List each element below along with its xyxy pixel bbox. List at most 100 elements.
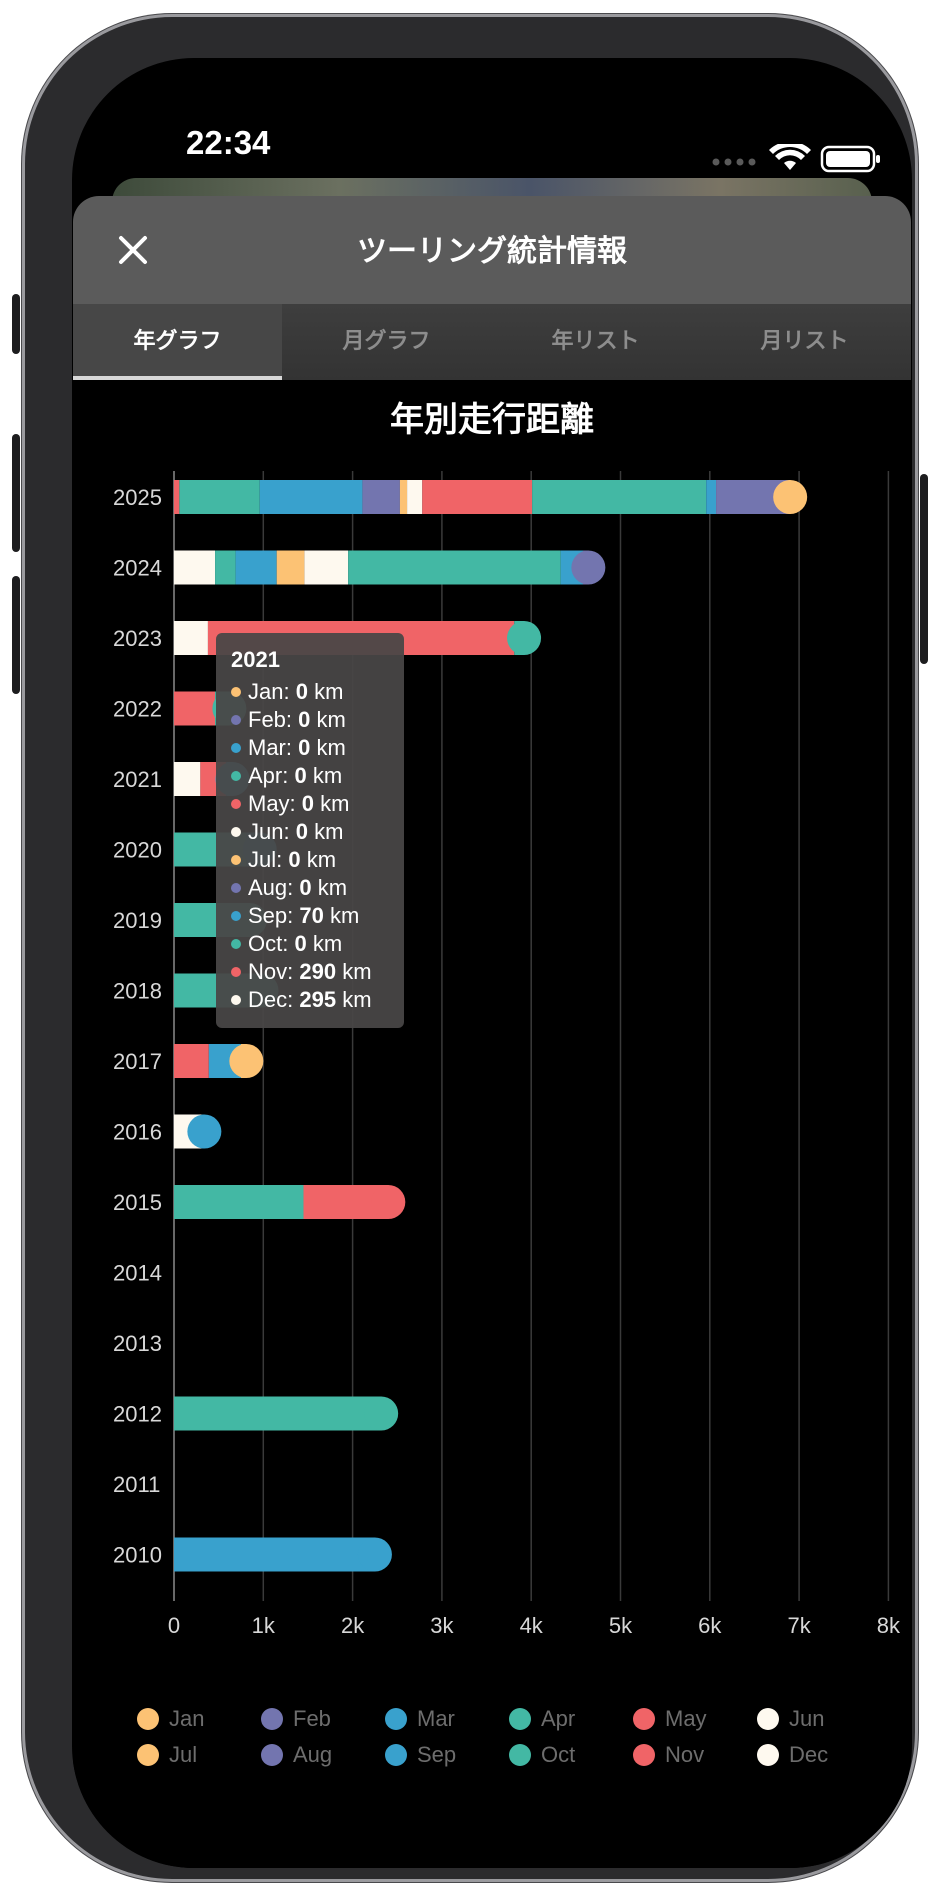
legend-item-nov[interactable]: Nov xyxy=(633,1742,704,1768)
tooltip-unit: km xyxy=(306,763,343,788)
tooltip-unit: km xyxy=(310,707,346,732)
bar-segment-2024-apr xyxy=(348,550,561,585)
sheet-header: ツーリング統計情報 xyxy=(73,196,911,304)
tooltip-color-dot xyxy=(231,883,241,893)
bar-segment-2025-sep xyxy=(706,480,717,514)
tooltip-value: 0 xyxy=(301,791,315,816)
tooltip-row-mar: Mar: 0 km xyxy=(231,735,346,761)
bar-segment-2012-oct xyxy=(174,1396,382,1431)
bar-cap-2012 xyxy=(364,1396,399,1431)
tooltip-row-oct: Oct: 0 km xyxy=(231,931,342,957)
tab-bar: 年グラフ 月グラフ 年リスト 月リスト xyxy=(73,304,911,380)
tooltip-value: 0 xyxy=(299,875,312,900)
legend-swatch xyxy=(633,1744,655,1766)
tooltip-color-dot xyxy=(231,855,241,865)
tooltip-row-nov: Nov: 290 km xyxy=(231,959,372,985)
tooltip-value: 0 xyxy=(288,847,301,872)
bar-segment-2015-oct xyxy=(174,1185,304,1219)
tooltip-month: Feb: xyxy=(248,707,299,732)
bar-segment-2024-dec xyxy=(304,550,349,585)
bar-cap-2023 xyxy=(507,621,542,655)
phone-frame: 22:34 xyxy=(12,14,928,1882)
volume-down-button xyxy=(12,576,20,694)
tab-year-graph[interactable]: 年グラフ xyxy=(73,304,282,380)
tooltip-row-aug: Aug: 0 km xyxy=(231,875,347,901)
y-tick-label: 2013 xyxy=(113,1331,162,1356)
legend-swatch xyxy=(261,1744,283,1766)
bar-segment-2025-mar xyxy=(259,480,363,514)
tooltip-row-jul: Jul: 0 km xyxy=(231,847,336,873)
bar-segment-2025-nov xyxy=(422,480,533,514)
tooltip-unit: km xyxy=(336,987,372,1012)
legend-item-mar[interactable]: Mar xyxy=(385,1706,455,1732)
legend-item-may[interactable]: May xyxy=(633,1706,707,1732)
tooltip-unit: km xyxy=(323,903,360,928)
tooltip-color-dot xyxy=(231,715,241,725)
mute-switch xyxy=(12,294,20,354)
bar-segment-2017-nov xyxy=(174,1044,209,1078)
legend-swatch xyxy=(137,1744,159,1766)
tooltip-value: 0 xyxy=(298,735,311,760)
legend-item-jun[interactable]: Jun xyxy=(757,1706,824,1732)
tab-month-graph[interactable]: 月グラフ xyxy=(342,329,431,354)
y-tick-label: 2018 xyxy=(113,979,162,1004)
legend-item-sep[interactable]: Sep xyxy=(385,1742,456,1768)
x-tick-label: 7k xyxy=(787,1613,811,1638)
status-icons xyxy=(712,141,882,178)
legend-label: Mar xyxy=(417,1706,455,1731)
legend-label: Nov xyxy=(665,1742,705,1767)
y-tick-label: 2025 xyxy=(113,485,162,510)
tooltip-unit: km xyxy=(310,735,346,760)
legend-item-dec[interactable]: Dec xyxy=(757,1742,828,1768)
tooltip-value: 0 xyxy=(294,931,307,956)
y-tick-label: 2019 xyxy=(113,908,162,933)
bar-segment-2024-oct xyxy=(215,550,236,585)
tab-month-list[interactable]: 月リスト xyxy=(760,329,849,354)
y-tick-label: 2010 xyxy=(113,1543,162,1568)
legend-swatch xyxy=(509,1744,531,1766)
legend-label: Apr xyxy=(541,1706,576,1731)
tooltip-unit: km xyxy=(314,791,350,816)
legend-item-aug[interactable]: Aug xyxy=(261,1742,332,1768)
bar-cap-2010 xyxy=(357,1537,392,1572)
bar-segment-2010-sep xyxy=(174,1537,375,1572)
bar-segment-2023-dec xyxy=(174,621,208,655)
chart-tooltip: 2021 Jan: 0 km Feb: 0 km Mar: 0 km Apr: 0 k… xyxy=(216,633,404,1028)
legend-item-apr[interactable]: Apr xyxy=(509,1706,575,1732)
bar-segment-2025-oct xyxy=(179,480,260,514)
x-tick-label: 2k xyxy=(341,1613,365,1638)
legend-item-jan[interactable]: Jan xyxy=(137,1706,204,1732)
tooltip-color-dot xyxy=(231,687,241,697)
tooltip-unit: km xyxy=(307,679,344,704)
battery-icon xyxy=(820,145,880,173)
legend-item-jul[interactable]: Jul xyxy=(137,1742,197,1768)
power-button xyxy=(920,474,928,664)
legend-item-oct[interactable]: Oct xyxy=(509,1742,575,1768)
legend-swatch xyxy=(633,1708,655,1730)
y-tick-label: 2016 xyxy=(113,1120,162,1145)
tooltip-month: Nov: xyxy=(248,959,300,984)
tooltip-row-feb: Feb: 0 km xyxy=(231,707,346,733)
close-button[interactable] xyxy=(107,224,159,276)
tab-indicator xyxy=(73,376,282,380)
tooltip-value: 0 xyxy=(294,763,307,788)
tooltip-color-dot xyxy=(231,827,241,837)
tooltip-color-dot xyxy=(231,911,241,921)
bar-cap-2025 xyxy=(773,480,808,514)
y-tick-label: 2020 xyxy=(113,838,162,863)
bar-cap-2016 xyxy=(187,1114,222,1149)
stats-sheet: ツーリング統計情報 年グラフ 月グラフ 年リスト 月リスト 年別走行距離 0 1k… xyxy=(73,196,911,1868)
chart-title: 年別走行距離 xyxy=(390,400,594,440)
tooltip-color-dot xyxy=(231,967,241,977)
legend-item-feb[interactable]: Feb xyxy=(261,1706,331,1732)
wifi-icon xyxy=(769,141,811,170)
bar-segment-2025-jul xyxy=(399,480,408,514)
tooltip-value: 70 xyxy=(299,903,324,928)
legend-label: Sep xyxy=(417,1742,457,1767)
tooltip-month: Apr: xyxy=(248,763,295,788)
bar-segment-2022-nov xyxy=(174,691,216,726)
x-tick-label: 6k xyxy=(698,1613,722,1638)
tab-year-list[interactable]: 年リスト xyxy=(551,329,640,354)
y-tick-label: 2023 xyxy=(113,626,162,651)
legend-label: Jun xyxy=(789,1706,825,1731)
